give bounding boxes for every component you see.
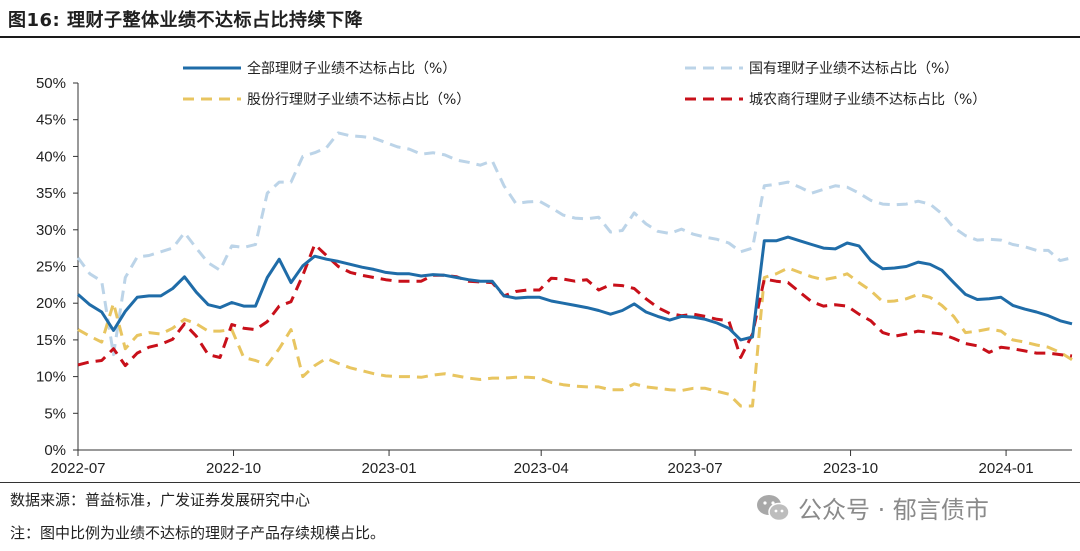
x-tick-label: 2023-07 xyxy=(667,460,722,477)
y-tick-label: 10% xyxy=(36,369,66,386)
series-line-4 xyxy=(77,243,1073,368)
watermark-text: 公众号 · 郁言债市 xyxy=(798,496,989,524)
series-line-1 xyxy=(77,235,1073,342)
x-tick-label: 2023-10 xyxy=(823,460,878,477)
x-tick-label: 2023-01 xyxy=(362,460,417,477)
y-tick-label: 35% xyxy=(36,185,66,202)
x-tick-label: 2022-10 xyxy=(206,460,261,477)
title-rule xyxy=(0,36,1080,38)
watermark: 公众号 · 郁言债市 xyxy=(756,490,989,525)
series-line-3 xyxy=(77,266,1073,408)
x-tick-label: 2023-04 xyxy=(514,460,569,477)
legend-label-3: 股份行理财子业绩不达标占比（%） xyxy=(247,92,470,108)
y-tick-label: 40% xyxy=(36,148,66,165)
y-tick-label: 50% xyxy=(36,75,66,92)
footnote: 注：图中比例为业绩不达标的理财子产品存续规模占比。 xyxy=(10,524,386,542)
chart-axes: 0% 5% 10% 15% 20% 25% 30% 35% 40% 45% 50% 2022-07 20… xyxy=(36,75,1072,477)
y-tick-label: 25% xyxy=(36,259,66,276)
legend-label-2: 国有理财子业绩不达标占比（%） xyxy=(749,61,958,77)
legend-label-4: 城农商行理财子业绩不达标占比（%） xyxy=(749,92,986,108)
figure-title: 图16: 理财子整体业绩不达标占比持续下降 xyxy=(8,10,364,31)
x-tick-label: 2024-01 xyxy=(979,460,1034,477)
chart-legend: 全部理财子业绩不达标占比（%） 国有理财子业绩不达标占比（%） 股份行理财子业绩不达… xyxy=(183,60,986,108)
x-tick-label: 2022-07 xyxy=(50,460,105,477)
y-tick-label: 45% xyxy=(36,112,66,129)
y-tick-label: 30% xyxy=(36,222,66,239)
footer-rule xyxy=(0,482,1080,483)
line-chart: 0% 5% 10% 15% 20% 25% 30% 35% 40% 45% 50% 2022-07 20… xyxy=(36,60,1073,477)
chart-series xyxy=(76,131,1073,408)
legend-label-1: 全部理财子业绩不达标占比（%） xyxy=(247,60,456,77)
series-line-2 xyxy=(76,131,1073,357)
y-tick-label: 0% xyxy=(44,442,66,459)
y-tick-label: 5% xyxy=(44,405,66,422)
wechat-icon xyxy=(757,494,790,521)
source-note: 数据来源：普益标准，广发证券发展研究中心 xyxy=(10,491,311,509)
y-tick-label: 15% xyxy=(36,332,66,349)
y-tick-label: 20% xyxy=(36,295,66,312)
